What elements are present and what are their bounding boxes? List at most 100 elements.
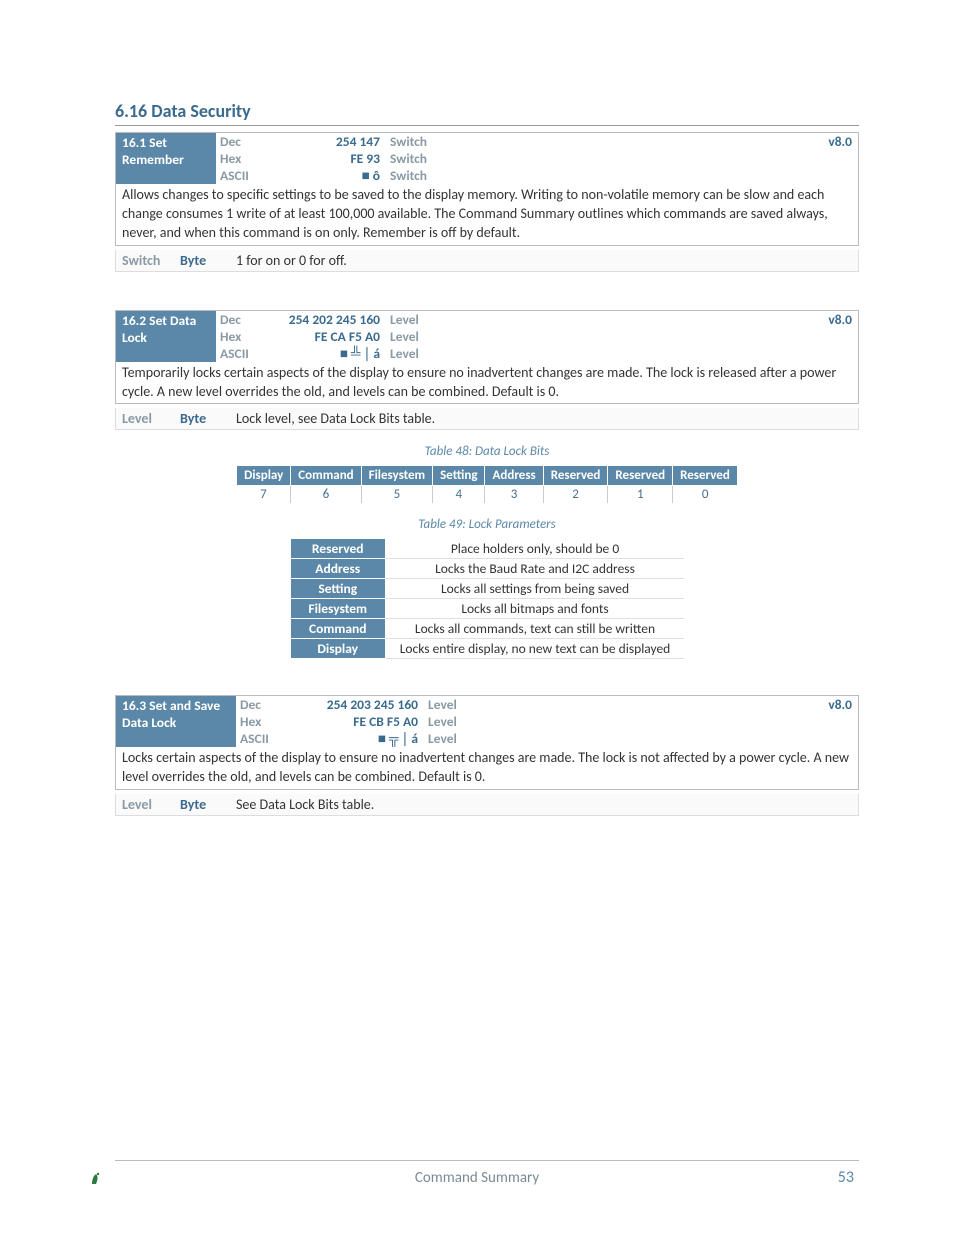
footer-logo-icon bbox=[90, 1171, 102, 1185]
param-key: Address bbox=[290, 559, 385, 579]
command-description: Allows changes to specific settings to b… bbox=[116, 184, 858, 245]
section-heading: 6.16 Data Security bbox=[115, 100, 859, 126]
footer-title: Command Summary bbox=[415, 1169, 539, 1187]
lock-parameters-table: ReservedPlace holders only, should be 0 … bbox=[290, 538, 685, 659]
table-header: Reserved bbox=[673, 466, 738, 486]
command-name: 16.2 Set Data Lock bbox=[116, 311, 216, 362]
page-number: 53 bbox=[838, 1168, 854, 1187]
table-row: FilesystemLocks all bitmaps and fonts bbox=[290, 599, 684, 619]
format-value-hex: FE CB F5 A0 bbox=[288, 713, 428, 730]
format-param-dec: Level bbox=[390, 311, 803, 328]
param-value: Place holders only, should be 0 bbox=[385, 539, 684, 559]
command-block-16-3: 16.3 Set and Save Data Lock Dec 254 203 … bbox=[115, 695, 859, 790]
section-title-text: Data Security bbox=[151, 100, 250, 122]
table-header: Reserved bbox=[608, 466, 673, 486]
format-value-dec: 254 147 bbox=[270, 133, 390, 150]
format-label-ascii: ASCII bbox=[216, 167, 270, 184]
param-type: Byte bbox=[180, 796, 224, 813]
format-param-hex: Switch bbox=[390, 150, 803, 167]
format-param-hex: Level bbox=[428, 713, 803, 730]
param-key: Setting bbox=[290, 579, 385, 599]
command-name-line2: Data Lock bbox=[122, 714, 176, 731]
format-param-ascii: Level bbox=[428, 730, 803, 747]
format-param-ascii: Level bbox=[390, 345, 803, 362]
command-name-line1: 16.1 Set bbox=[122, 134, 167, 151]
data-lock-bits-table: Display Command Filesystem Setting Addre… bbox=[236, 465, 738, 503]
table-header: Filesystem bbox=[361, 466, 432, 486]
footer-divider bbox=[115, 1160, 859, 1161]
param-desc: 1 for on or 0 for off. bbox=[236, 252, 347, 269]
table-row: 7 6 5 4 3 2 1 0 bbox=[237, 486, 738, 504]
table-cell: 1 bbox=[608, 486, 673, 504]
format-value-ascii: ■ ╩ │ á bbox=[270, 345, 390, 362]
param-name: Switch bbox=[122, 252, 168, 269]
format-label-hex: Hex bbox=[236, 713, 288, 730]
table-row: DisplayLocks entire display, no new text… bbox=[290, 639, 684, 659]
command-name: 16.1 Set Remember bbox=[116, 133, 216, 184]
param-key: Reserved bbox=[290, 539, 385, 559]
format-value-ascii: ■ ô bbox=[270, 167, 390, 184]
command-description: Temporarily locks certain aspects of the… bbox=[116, 362, 858, 404]
command-header: 16.1 Set Remember Dec 254 147 Switch v8.… bbox=[116, 133, 858, 184]
command-header: 16.2 Set Data Lock Dec 254 202 245 160 L… bbox=[116, 311, 858, 362]
table-header: Display bbox=[237, 466, 291, 486]
param-key: Command bbox=[290, 619, 385, 639]
format-label-dec: Dec bbox=[236, 696, 288, 713]
param-value: Locks entire display, no new text can be… bbox=[385, 639, 684, 659]
table-row: AddressLocks the Baud Rate and I2C addre… bbox=[290, 559, 684, 579]
table-header: Setting bbox=[433, 466, 485, 486]
command-name-line2: Lock bbox=[122, 329, 147, 346]
param-value: Locks all bitmaps and fonts bbox=[385, 599, 684, 619]
table-header: Address bbox=[485, 466, 543, 486]
param-value: Locks all settings from being saved bbox=[385, 579, 684, 599]
format-value-hex: FE 93 bbox=[270, 150, 390, 167]
format-label-ascii: ASCII bbox=[236, 730, 288, 747]
param-type: Byte bbox=[180, 410, 224, 427]
param-key: Filesystem bbox=[290, 599, 385, 619]
table-header-row: Display Command Filesystem Setting Addre… bbox=[237, 466, 738, 486]
param-name: Level bbox=[122, 410, 168, 427]
command-name-line1: 16.3 Set and Save bbox=[122, 697, 220, 714]
format-param-dec: Level bbox=[428, 696, 803, 713]
format-label-hex: Hex bbox=[216, 150, 270, 167]
format-value-hex: FE CA F5 A0 bbox=[270, 328, 390, 345]
command-name-line2: Remember bbox=[122, 151, 184, 168]
table-header: Command bbox=[291, 466, 361, 486]
table-row: CommandLocks all commands, text can stil… bbox=[290, 619, 684, 639]
command-name-line1: 16.2 Set Data bbox=[122, 312, 196, 329]
table-cell: 4 bbox=[433, 486, 485, 504]
format-value-dec: 254 202 245 160 bbox=[270, 311, 390, 328]
parameter-row: Level Byte Lock level, see Data Lock Bit… bbox=[115, 408, 859, 430]
table-caption-49: Table 49: Lock Parameters bbox=[115, 517, 859, 532]
section-number: 6.16 bbox=[115, 100, 147, 122]
table-cell: 7 bbox=[237, 486, 291, 504]
version-label: v8.0 bbox=[803, 133, 858, 150]
page-footer: Command Summary 53 bbox=[0, 1167, 954, 1187]
table-row: ReservedPlace holders only, should be 0 bbox=[290, 539, 684, 559]
table-caption-48: Table 48: Data Lock Bits bbox=[115, 444, 859, 459]
version-label: v8.0 bbox=[803, 311, 858, 328]
format-value-dec: 254 203 245 160 bbox=[288, 696, 428, 713]
param-value: Locks the Baud Rate and I2C address bbox=[385, 559, 684, 579]
table-cell: 3 bbox=[485, 486, 543, 504]
table-cell: 5 bbox=[361, 486, 432, 504]
param-key: Display bbox=[290, 639, 385, 659]
table-header: Reserved bbox=[543, 466, 608, 486]
table-row: SettingLocks all settings from being sav… bbox=[290, 579, 684, 599]
command-block-16-1: 16.1 Set Remember Dec 254 147 Switch v8.… bbox=[115, 132, 859, 246]
format-label-hex: Hex bbox=[216, 328, 270, 345]
table-cell: 6 bbox=[291, 486, 361, 504]
parameter-row: Level Byte See Data Lock Bits table. bbox=[115, 794, 859, 816]
table-cell: 2 bbox=[543, 486, 608, 504]
format-param-dec: Switch bbox=[390, 133, 803, 150]
param-name: Level bbox=[122, 796, 168, 813]
param-desc: Lock level, see Data Lock Bits table. bbox=[236, 410, 435, 427]
command-name: 16.3 Set and Save Data Lock bbox=[116, 696, 236, 747]
parameter-row: Switch Byte 1 for on or 0 for off. bbox=[115, 250, 859, 272]
command-block-16-2: 16.2 Set Data Lock Dec 254 202 245 160 L… bbox=[115, 310, 859, 405]
format-label-dec: Dec bbox=[216, 133, 270, 150]
page-content: 6.16 Data Security 16.1 Set Remember Dec… bbox=[0, 0, 954, 868]
command-description: Locks certain aspects of the display to … bbox=[116, 747, 858, 789]
table-cell: 0 bbox=[673, 486, 738, 504]
format-value-ascii: ■ ╦ │ á bbox=[288, 730, 428, 747]
